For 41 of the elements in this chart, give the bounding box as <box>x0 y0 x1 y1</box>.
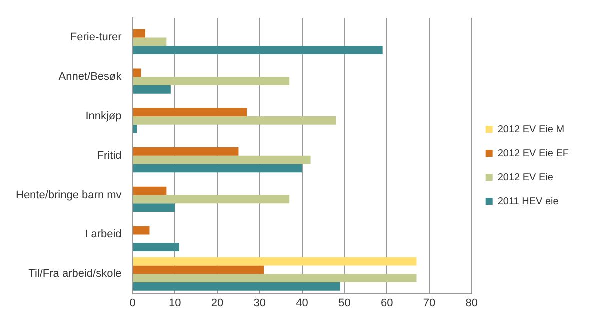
legend-label: 2012 EV Eie M <box>498 124 565 136</box>
bar <box>133 243 180 252</box>
y-tick-label: Ferie-turer <box>70 32 122 44</box>
x-tick-label: 20 <box>211 297 224 310</box>
bar <box>133 116 336 125</box>
bar <box>133 68 142 78</box>
bar <box>133 226 150 235</box>
x-tick-label: 50 <box>338 297 351 310</box>
bar <box>133 204 176 212</box>
x-tick-label: 80 <box>466 297 478 310</box>
bar <box>133 274 417 282</box>
legend-label: 2012 EV Eie <box>498 172 554 184</box>
y-tick-label: Hente/bringe barn mv <box>16 189 122 202</box>
x-tick-label: 10 <box>169 297 182 310</box>
bar <box>133 108 248 116</box>
bar <box>133 164 302 173</box>
bar <box>133 38 167 46</box>
bar <box>133 186 167 196</box>
y-tick-label: Til/Fra arbeid/skole <box>28 268 122 280</box>
y-tick-label: Innkjøp <box>86 110 122 123</box>
y-tick-label: Annet/Besøk <box>58 71 122 84</box>
bar <box>133 257 417 266</box>
x-tick-label: 40 <box>296 297 308 310</box>
bar <box>133 148 239 156</box>
bar <box>133 124 138 134</box>
bar <box>133 195 290 204</box>
x-tick-label: 60 <box>380 297 394 310</box>
bar <box>133 46 383 54</box>
bar <box>133 282 340 291</box>
x-tick-label: 70 <box>423 297 436 310</box>
bar <box>133 85 171 94</box>
bar <box>133 77 290 86</box>
legend-label: 2011 HEV eie <box>498 196 560 208</box>
bar <box>133 156 311 164</box>
y-tick-label: I arbeid <box>85 228 122 241</box>
x-tick-label: 0 <box>130 297 136 310</box>
x-tick-label: 30 <box>254 297 266 310</box>
bar <box>133 266 264 274</box>
legend-label: 2012 EV Eie EF <box>498 148 570 160</box>
bar <box>133 29 146 38</box>
y-tick-label: Fritid <box>97 150 122 162</box>
